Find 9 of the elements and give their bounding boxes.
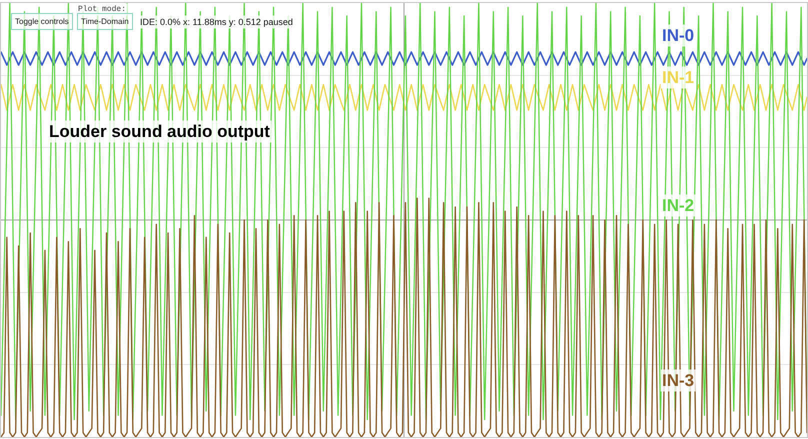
series-label: IN-3 bbox=[662, 371, 694, 390]
annotation: IDE: 0.0% x: 11.88ms y: 0.512 paused bbox=[140, 17, 293, 27]
annotation: Toggle controls bbox=[15, 17, 69, 26]
annotation: Time-Domain bbox=[81, 17, 129, 26]
series-label: IN-1 bbox=[662, 68, 694, 87]
series-label: IN-0 bbox=[662, 26, 694, 45]
series-label: IN-2 bbox=[662, 196, 694, 215]
annotation: Louder sound audio output bbox=[49, 122, 270, 141]
annotation: Plot mode: bbox=[78, 5, 126, 14]
